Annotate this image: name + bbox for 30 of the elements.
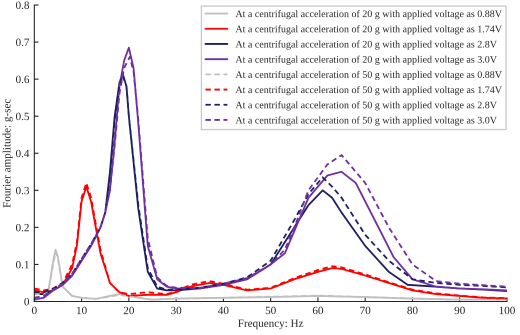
x-axis-title: Frequency: Hz bbox=[238, 320, 304, 330]
legend-label: At a centrifugal acceleration of 50 g with applied voltage as 0.88V bbox=[236, 70, 502, 80]
x-tick-label: 100 bbox=[500, 306, 515, 314]
legend-label: At a centrifugal acceleration of 20 g with applied voltage as 1.74V bbox=[236, 25, 502, 34]
y-tick-label: 0.6 bbox=[16, 76, 30, 84]
y-tick-label: 0 bbox=[24, 298, 30, 306]
y-tick-label: 0.3 bbox=[16, 186, 30, 194]
legend-label: At a centrifugal acceleration of 50 g with applied voltage as 3.0V bbox=[236, 116, 497, 126]
x-tick-label: 50 bbox=[266, 306, 276, 314]
y-tick-label: 0.8 bbox=[16, 1, 30, 10]
x-tick-label: 60 bbox=[312, 306, 324, 314]
y-tick-label: 0.7 bbox=[16, 38, 30, 46]
y-tick-label: 0.5 bbox=[16, 112, 30, 120]
y-axis-title: Fourier amplitude: g-sec bbox=[2, 98, 13, 208]
legend-label: At a centrifugal acceleration of 20 g with applied voltage as 0.88V bbox=[236, 10, 502, 20]
legend-label: At a centrifugal acceleration of 20 g with applied voltage as 3.0V bbox=[236, 56, 497, 65]
legend-label: At a centrifugal acceleration of 50 g with applied voltage as 2.8V bbox=[236, 101, 497, 110]
x-tick-label: 80 bbox=[407, 306, 418, 314]
y-tick-label: 0.1 bbox=[16, 260, 29, 268]
legend-label: At a centrifugal acceleration of 50 g with applied voltage as 1.74V bbox=[236, 86, 502, 96]
legend-label: At a centrifugal acceleration of 20 g with applied voltage as 2.8V bbox=[236, 40, 497, 50]
x-tick-label: 70 bbox=[360, 306, 370, 314]
x-tick-label: 20 bbox=[124, 306, 134, 314]
x-tick-label: 10 bbox=[77, 306, 87, 314]
x-tick-label: 30 bbox=[171, 306, 182, 314]
x-tick-label: 40 bbox=[218, 306, 229, 314]
y-tick-label: 0.4 bbox=[16, 150, 30, 158]
x-tick-label: 0 bbox=[32, 306, 37, 314]
y-tick-label: 0.2 bbox=[16, 224, 29, 232]
x-tick-label: 90 bbox=[454, 306, 465, 314]
